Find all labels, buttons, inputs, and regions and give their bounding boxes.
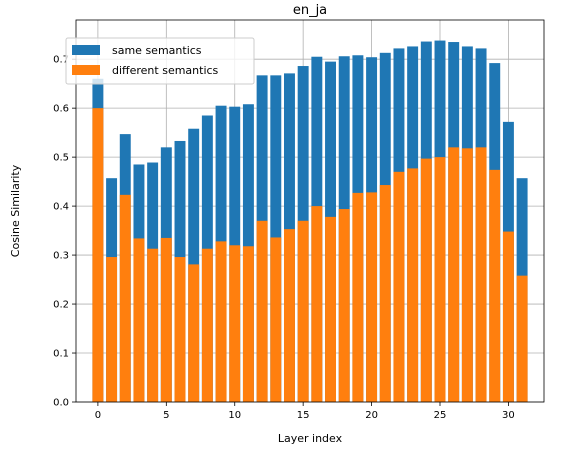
bar-different-22 (393, 171, 405, 402)
bar-different-1 (106, 257, 118, 402)
x-tick-label: 30 (502, 410, 515, 421)
y-tick-label: 0.4 (53, 202, 69, 213)
plot-frame (75, 19, 545, 403)
chart-title: en_ja (293, 3, 327, 18)
y-tick-label: 0.1 (53, 349, 69, 360)
x-tick-label: 5 (163, 410, 169, 421)
bar-different-10 (229, 245, 241, 402)
y-tick-label: 0.7 (53, 55, 69, 66)
legend-swatch-different-semantics (72, 65, 100, 75)
bar-different-27 (461, 148, 473, 402)
bar-different-15 (297, 220, 309, 402)
bar-different-4 (147, 248, 159, 402)
bar-different-0 (92, 108, 104, 403)
legend-box (65, 37, 255, 85)
bar-different-12 (256, 220, 268, 402)
y-tick-label: 0.0 (53, 398, 69, 409)
y-tick-label: 0.3 (53, 251, 69, 262)
bar-different-2 (119, 194, 131, 402)
bar-different-8 (201, 248, 213, 402)
y-tick-label: 0.6 (53, 104, 69, 115)
bar-different-17 (325, 216, 336, 402)
y-tick-label: 0.5 (53, 153, 69, 164)
bar-different-29 (489, 169, 501, 402)
bar-different-26 (448, 147, 460, 402)
bar-different-13 (270, 237, 282, 402)
y-tick-label: 0.2 (53, 300, 69, 311)
bar-different-28 (475, 147, 487, 402)
bar-different-5 (160, 237, 172, 402)
bar-different-31 (516, 275, 528, 402)
bars (92, 40, 528, 403)
y-axis-label: Cosine Similarity (9, 164, 22, 257)
bar-different-23 (407, 168, 419, 402)
bar-different-3 (133, 238, 145, 402)
bar-different-16 (311, 206, 323, 402)
x-tick-label: 25 (434, 410, 447, 421)
bar-different-9 (215, 241, 227, 402)
bar-different-18 (338, 209, 350, 402)
bar-different-24 (420, 158, 432, 402)
bar-different-20 (366, 192, 378, 402)
bar-different-6 (174, 257, 186, 402)
bar-different-19 (352, 192, 364, 402)
x-tick-label: 0 (95, 410, 101, 421)
bar-different-14 (284, 229, 295, 402)
x-tick-label: 10 (228, 410, 241, 421)
bar-different-7 (188, 264, 200, 402)
legend: same semantics different semantics (65, 37, 255, 85)
x-tick-label: 15 (297, 410, 310, 421)
bar-different-25 (434, 157, 446, 402)
bar-different-11 (242, 246, 254, 402)
legend-label-same-semantics: same semantics (112, 44, 202, 57)
x-axis-ticks: 0 5 10 15 20 25 30 (95, 402, 515, 421)
legend-swatch-same-semantics (72, 45, 100, 55)
bar-different-30 (502, 231, 514, 402)
legend-label-different-semantics: different semantics (112, 64, 219, 77)
bar-different-21 (379, 185, 391, 402)
x-tick-label: 20 (365, 410, 378, 421)
x-axis-label: Layer index (278, 432, 343, 445)
